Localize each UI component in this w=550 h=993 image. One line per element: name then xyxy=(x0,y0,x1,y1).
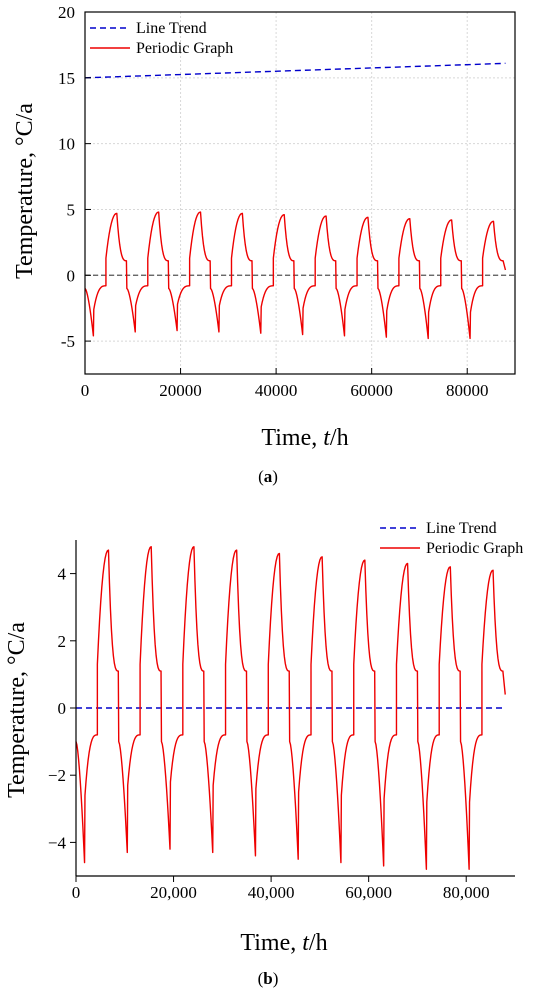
y-tick-label-a-2: 5 xyxy=(67,200,76,219)
caption-a: (a) xyxy=(258,467,278,486)
x-axis-label-prefix-a: Time, xyxy=(261,425,323,451)
chart-panel-b: 0 20,000 40,000 60,000 80,000 −4 −2 0 2 4 Line Tr… xyxy=(4,520,523,988)
series-line-trend-a xyxy=(84,62,506,79)
y-tick-label-b-3: 2 xyxy=(58,632,67,651)
axes-frame-a xyxy=(84,11,516,375)
x-tick-label-a-4: 80000 xyxy=(446,381,489,400)
legend-a: Line Trend Periodic Graph xyxy=(90,20,233,57)
caption-close-b: ) xyxy=(273,969,279,988)
caption-open-a: ( xyxy=(258,467,264,486)
y-tick-label-a-0: -5 xyxy=(61,332,75,351)
x-tick-label-b-1: 20,000 xyxy=(150,883,197,902)
series-line-periodic-b xyxy=(75,546,506,870)
grid-a xyxy=(84,11,515,374)
ticks-b: 0 20,000 40,000 60,000 80,000 −4 −2 0 2 4 xyxy=(48,565,490,902)
y-tick-label-b-2: 0 xyxy=(58,699,67,718)
x-tick-label-a-0: 0 xyxy=(81,381,90,400)
y-tick-label-a-3: 10 xyxy=(58,135,75,154)
legend-label-a-0: Line Trend xyxy=(136,20,207,37)
axes-a xyxy=(84,11,516,375)
plot-area-b xyxy=(75,546,506,870)
y-tick-label-a-4: 15 xyxy=(58,69,75,88)
x-axis-label-b: Time, t/h xyxy=(240,930,327,956)
legend-label-a-1: Periodic Graph xyxy=(136,40,233,57)
x-tick-label-a-2: 40000 xyxy=(255,381,298,400)
x-tick-label-a-3: 60000 xyxy=(350,381,393,400)
x-axis-label-prefix-b: Time, xyxy=(240,930,302,956)
ticks-a: 0 20000 40000 60000 80000 -5 0 5 10 15 20 xyxy=(58,3,488,400)
plot-area-a xyxy=(84,62,507,340)
x-axis-label-var-a: t xyxy=(323,425,331,451)
caption-open-b: ( xyxy=(258,969,264,988)
y-tick-label-b-0: −4 xyxy=(48,833,67,852)
caption-letter-b: b xyxy=(263,969,272,988)
y-axis-label-b: Temperature, °C/a xyxy=(4,622,30,798)
y-tick-label-b-1: −2 xyxy=(48,766,66,785)
legend-b: Line Trend Periodic Graph xyxy=(380,520,523,557)
y-tick-label-b-4: 4 xyxy=(58,565,67,584)
x-axis-label-suffix-a: /h xyxy=(330,425,349,451)
x-tick-label-b-0: 0 xyxy=(72,883,81,902)
x-axis-label-a: Time, t/h xyxy=(261,425,348,451)
x-axis-label-var-b: t xyxy=(302,930,310,956)
legend-label-b-1: Periodic Graph xyxy=(426,540,523,557)
series-line-periodic-a xyxy=(84,211,507,340)
legend-label-b-0: Line Trend xyxy=(426,520,497,537)
y-tick-label-a-5: 20 xyxy=(58,3,75,22)
x-tick-label-b-3: 60,000 xyxy=(345,883,392,902)
x-tick-label-a-1: 20000 xyxy=(159,381,202,400)
caption-b: (b) xyxy=(258,969,279,988)
x-tick-label-b-4: 80,000 xyxy=(443,883,490,902)
caption-letter-a: a xyxy=(264,467,273,486)
caption-close-a: ) xyxy=(272,467,278,486)
chart-panel-a: 0 20000 40000 60000 80000 -5 0 5 10 15 20 Line Tre… xyxy=(12,3,516,486)
x-axis-label-suffix-b: /h xyxy=(309,930,328,956)
x-tick-label-b-2: 40,000 xyxy=(248,883,295,902)
y-axis-label-a: Temperature, °C/a xyxy=(12,103,38,279)
y-tick-label-a-1: 0 xyxy=(67,266,76,285)
